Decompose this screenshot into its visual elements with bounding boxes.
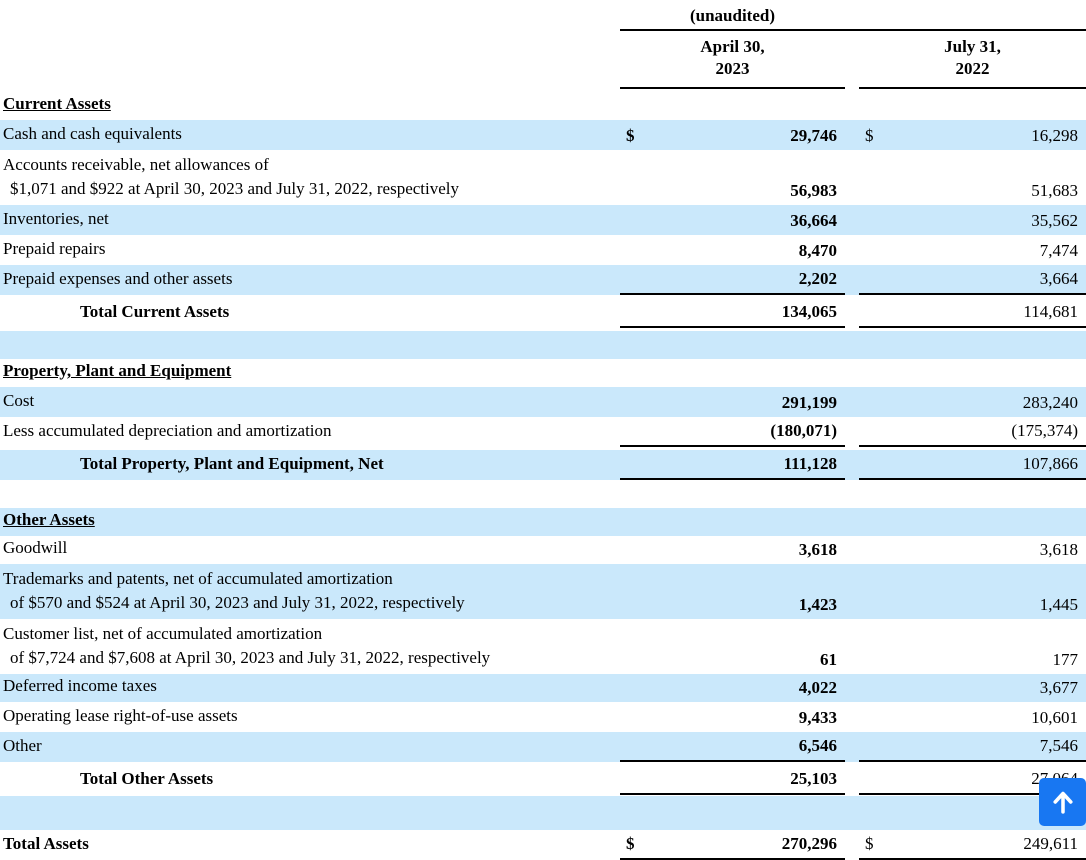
value-jul-2022: 3,618: [1039, 540, 1078, 559]
row-other-assets-header: Other Assets: [0, 508, 1086, 536]
row-total-current-assets: Total Current Assets 134,065 114,681: [0, 298, 1086, 328]
row-less-accumulated-depreciation: Less accumulated depreciation and amorti…: [0, 417, 1086, 447]
row-total-assets: Total Assets $270,296 $249,611: [0, 830, 1086, 860]
column-header-line1: July 31,: [944, 37, 1001, 56]
unaudited-label: (unaudited): [689, 6, 776, 25]
value-jul-2022: 7,474: [1039, 241, 1078, 260]
value-apr-2023: 6,546: [798, 736, 837, 755]
row-total-other-assets: Total Other Assets 25,103 27,064: [0, 765, 1086, 795]
row-cash-and-cash-equivalents: Cash and cash equivalents $29,746 $16,29…: [0, 120, 1086, 150]
value-apr-2023: 4,022: [798, 678, 837, 697]
row-label: Total Current Assets: [80, 302, 230, 321]
row-other: Other 6,546 7,546: [0, 732, 1086, 762]
value-jul-2022: 3,664: [1039, 269, 1078, 288]
unaudited-rule: (unaudited): [620, 6, 1086, 31]
row-total-property-plant-equipment-net: Total Property, Plant and Equipment, Net…: [0, 450, 1086, 480]
row-inventories-net: Inventories, net 36,664 35,562: [0, 205, 1086, 235]
value-jul-2022: 16,298: [1031, 126, 1078, 145]
row-prepaid-expenses-and-other-assets: Prepaid expenses and other assets 2,202 …: [0, 265, 1086, 295]
row-label: Less accumulated depreciation and amorti…: [3, 421, 332, 440]
value-jul-2022: 35,562: [1031, 211, 1078, 230]
row-label: Accounts receivable, net allowances of $…: [0, 153, 620, 205]
value-jul-2022: 10,601: [1031, 708, 1078, 727]
value-jul-2022: 51,683: [1031, 181, 1078, 200]
row-label: Operating lease right-of-use assets: [3, 706, 238, 725]
value-apr-2023: 111,128: [783, 454, 837, 473]
row-label: Prepaid repairs: [3, 239, 106, 258]
row-label-line1: Customer list, net of accumulated amorti…: [3, 624, 323, 643]
unaudited-header-row: (unaudited): [0, 0, 1086, 31]
row-cost: Cost 291,199 283,240: [0, 387, 1086, 417]
column-header-july-2022: July 31, 2022: [859, 36, 1086, 89]
row-goodwill: Goodwill 3,618 3,618: [0, 536, 1086, 564]
dollar-sign: $: [626, 126, 635, 145]
value-apr-2023: 3,618: [798, 540, 837, 559]
dollar-sign: $: [865, 834, 874, 853]
row-prepaid-repairs: Prepaid repairs 8,470 7,474: [0, 235, 1086, 265]
row-label-line2: of $570 and $524 at April 30, 2023 and J…: [10, 593, 465, 612]
up-arrow-icon: [1046, 785, 1080, 819]
value-apr-2023: 291,199: [781, 393, 837, 412]
value-apr-2023: 29,746: [790, 126, 837, 145]
row-label: Deferred income taxes: [3, 676, 157, 695]
scroll-to-top-button[interactable]: [1039, 778, 1086, 826]
spacer-row: [0, 483, 1086, 508]
spacer-row: [0, 796, 1086, 830]
value-apr-2023: (180,071): [770, 421, 837, 440]
dollar-sign: $: [865, 126, 874, 145]
row-label: Cash and cash equivalents: [3, 124, 182, 143]
value-jul-2022: 283,240: [1022, 393, 1078, 412]
value-apr-2023: 270,296: [781, 834, 837, 853]
row-label-line2: of $7,724 and $7,608 at April 30, 2023 a…: [10, 648, 491, 667]
value-apr-2023: 56,983: [790, 181, 837, 200]
row-label: Prepaid expenses and other assets: [3, 269, 233, 288]
value-apr-2023: 1,423: [798, 595, 837, 614]
row-operating-lease-right-of-use-assets: Operating lease right-of-use assets 9,43…: [0, 702, 1086, 732]
value-jul-2022: 3,677: [1039, 678, 1078, 697]
value-apr-2023: 61: [820, 650, 837, 669]
dollar-sign: $: [626, 834, 635, 853]
value-jul-2022: 7,546: [1039, 736, 1078, 755]
column-header-april-2023: April 30, 2023: [620, 36, 845, 89]
row-current-assets-header: Current Assets: [0, 92, 1086, 120]
row-label: Total Other Assets: [80, 769, 214, 788]
value-jul-2022: 1,445: [1039, 595, 1078, 614]
row-label: Inventories, net: [3, 209, 109, 228]
value-jul-2022: 249,611: [1023, 834, 1078, 853]
spacer-row: [0, 331, 1086, 359]
column-header-line2: 2022: [955, 59, 990, 78]
row-deferred-income-taxes: Deferred income taxes 4,022 3,677: [0, 674, 1086, 702]
row-trademarks-and-patents: Trademarks and patents, net of accumulat…: [0, 564, 1086, 619]
section-title: Other Assets: [3, 510, 95, 529]
column-header-line2: 2023: [715, 59, 750, 78]
row-label: Cost: [3, 391, 35, 410]
section-title: Property, Plant and Equipment: [3, 361, 232, 380]
row-label: Goodwill: [3, 538, 68, 557]
row-accounts-receivable: Accounts receivable, net allowances of $…: [0, 150, 1086, 205]
value-jul-2022: 114,681: [1023, 302, 1078, 321]
value-apr-2023: 9,433: [798, 708, 837, 727]
row-label: Other: [3, 736, 42, 755]
row-customer-list: Customer list, net of accumulated amorti…: [0, 619, 1086, 674]
row-label-line1: Trademarks and patents, net of accumulat…: [3, 569, 393, 588]
row-label-line1: Accounts receivable, net allowances of: [3, 155, 269, 174]
value-jul-2022: 177: [1052, 650, 1079, 669]
value-apr-2023: 25,103: [790, 769, 837, 788]
value-jul-2022: (175,374): [1011, 421, 1078, 440]
date-header-row: April 30, 2023 July 31, 2022: [0, 31, 1086, 89]
row-property-plant-equipment-header: Property, Plant and Equipment: [0, 359, 1086, 387]
row-label: Total Assets: [3, 834, 89, 853]
value-apr-2023: 8,470: [798, 241, 837, 260]
column-header-line1: April 30,: [700, 37, 765, 56]
row-label: Trademarks and patents, net of accumulat…: [0, 567, 620, 619]
row-label: Total Property, Plant and Equipment, Net: [80, 454, 384, 473]
row-label-line2: $1,071 and $922 at April 30, 2023 and Ju…: [10, 179, 460, 198]
value-apr-2023: 36,664: [790, 211, 837, 230]
value-apr-2023: 134,065: [781, 302, 837, 321]
row-label: Customer list, net of accumulated amorti…: [0, 622, 620, 674]
value-apr-2023: 2,202: [798, 269, 837, 288]
value-jul-2022: 107,866: [1022, 454, 1078, 473]
section-title: Current Assets: [3, 94, 111, 113]
